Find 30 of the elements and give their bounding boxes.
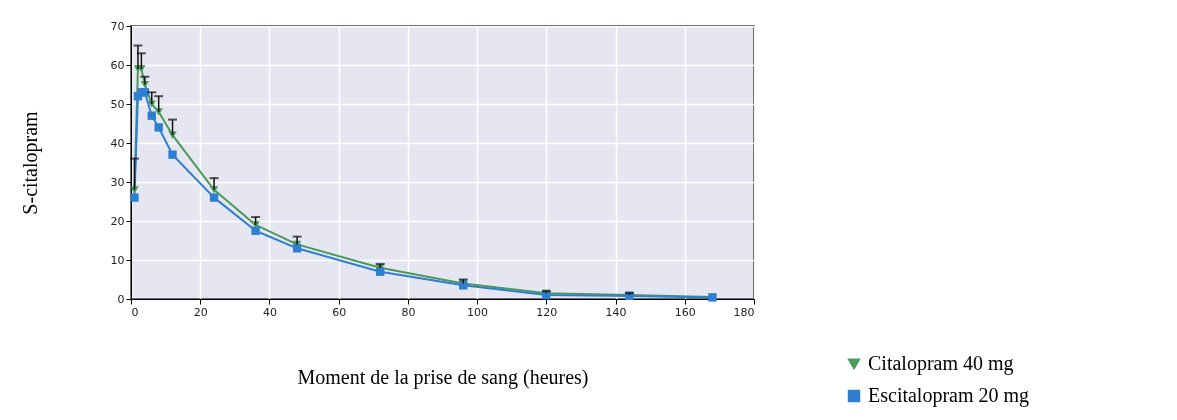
y-tick-label: 40 <box>110 136 125 150</box>
legend-label: Citalopram 40 mg <box>868 352 1014 375</box>
x-tick-label: 80 <box>401 305 416 319</box>
point <box>376 267 385 276</box>
point <box>168 150 177 159</box>
point <box>130 193 139 202</box>
x-tick-label: 20 <box>193 305 208 319</box>
point <box>209 193 219 202</box>
point <box>292 244 302 253</box>
y-tick-label: 10 <box>110 253 125 267</box>
x-tick-label: 0 <box>131 305 139 319</box>
x-tick-label: 100 <box>467 305 489 319</box>
y-tick-label: 50 <box>110 97 125 111</box>
point <box>154 123 163 132</box>
y-tick-label: 70 <box>110 19 125 33</box>
x-tick-label: 40 <box>262 305 277 319</box>
y-axis-title: S-citalopram <box>18 110 42 215</box>
x-tick-label: 60 <box>332 305 347 319</box>
point <box>147 111 156 120</box>
x-tick-label: 160 <box>674 305 696 319</box>
y-tick-label: 20 <box>110 214 125 228</box>
x-tick-label: 120 <box>536 305 558 319</box>
y-tick-label: 0 <box>117 292 125 306</box>
y-tick-label: 30 <box>110 175 125 189</box>
x-axis-title: Moment de la prise de sang (heures) <box>297 365 589 389</box>
x-tick-label: 140 <box>605 305 627 319</box>
y-tick-label: 60 <box>110 58 125 72</box>
legend-label: Escitalopram 20 mg <box>868 384 1030 407</box>
x-tick-label: 180 <box>733 305 755 319</box>
point <box>251 226 260 235</box>
